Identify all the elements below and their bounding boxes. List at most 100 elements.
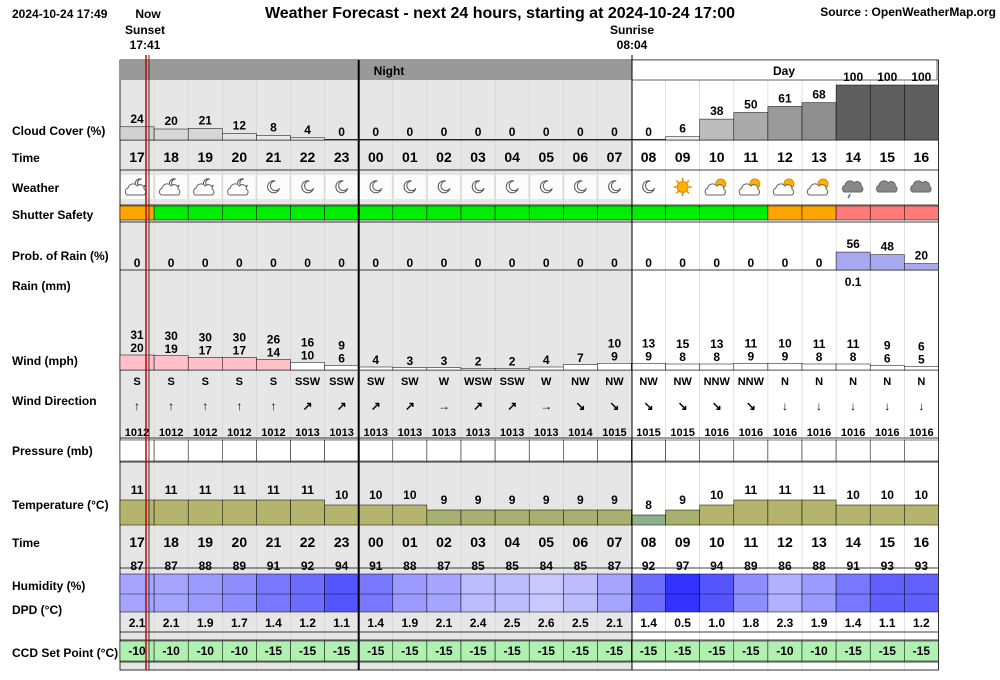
pressure-value: 1012 — [125, 427, 149, 439]
cloud-cover-value: 38 — [710, 104, 724, 118]
wind-direction-text: N — [815, 376, 823, 388]
cloud-cover-bar — [767, 106, 803, 141]
wind-direction-text: S — [236, 376, 243, 388]
ccd-value: -15 — [503, 644, 521, 658]
pressure-cell — [869, 439, 905, 462]
cloud-cover-bar — [222, 133, 257, 141]
humidity-value: 84 — [540, 559, 554, 573]
prob-rain-value: 20 — [915, 249, 929, 263]
wind-speed-value: 3 — [407, 354, 414, 368]
humidity-value: 93 — [881, 559, 895, 573]
wind-direction-arrow: ↑ — [168, 399, 174, 413]
partly-cloudy-day-icon — [803, 175, 836, 199]
wind-direction-arrow: ↘ — [575, 399, 585, 413]
dpd-value: 2.1 — [129, 616, 146, 630]
icon-tile — [427, 175, 460, 199]
prob-rain-bar — [835, 251, 871, 271]
shutter-safety-cell — [835, 205, 871, 221]
time-label: 16 — [914, 534, 930, 550]
wind-direction-arrow: ↗ — [473, 399, 483, 413]
cloud-cover-value: 0 — [407, 125, 414, 139]
label-prob-rain: Prob. of Rain (%) — [12, 249, 109, 263]
humidity-value: 85 — [574, 559, 588, 573]
label-pressure: Pressure (mb) — [12, 444, 93, 458]
moon-shape — [437, 180, 451, 194]
wind-speed-bar — [290, 362, 325, 371]
pressure-cell — [733, 439, 769, 462]
wind-speed-value: 20 — [130, 341, 144, 355]
cloud-cover-bar — [290, 137, 325, 141]
humidity-value: 87 — [608, 559, 622, 573]
wind-direction-text: SSW — [295, 376, 321, 388]
temperature-value: 10 — [403, 488, 417, 502]
prob-rain-value: 0 — [782, 256, 789, 270]
wind-direction-text: S — [133, 376, 140, 388]
pressure-value: 1015 — [636, 427, 660, 439]
shutter-safety-cell — [665, 205, 700, 221]
prob-rain-value: 0 — [611, 256, 618, 270]
time-label: 07 — [607, 149, 623, 165]
wind-direction-text: SSW — [500, 376, 526, 388]
shutter-safety-cell — [528, 205, 564, 221]
time-label: 20 — [232, 534, 248, 550]
prob-rain-value: 0 — [475, 256, 482, 270]
label-dpd: DPD (°C) — [12, 603, 62, 617]
sunset-label: Sunset — [125, 23, 165, 37]
temperature-value: 11 — [779, 483, 792, 497]
wind-gust-value: 11 — [813, 337, 826, 351]
wind-direction-text: NNW — [738, 376, 765, 388]
humidity-cell — [869, 573, 905, 613]
time-label: 05 — [538, 149, 554, 165]
cloud-shape — [876, 180, 898, 193]
time-label: 03 — [470, 149, 486, 165]
humidity-value: 86 — [778, 559, 792, 573]
humidity-value: 91 — [846, 559, 860, 573]
time-label: 03 — [470, 534, 486, 550]
temperature-value: 11 — [165, 483, 178, 497]
ccd-value: -10 — [128, 644, 146, 658]
time-label: 07 — [607, 534, 623, 550]
humidity-cell — [733, 573, 769, 613]
pressure-value: 1016 — [705, 427, 729, 439]
label-shutter-safety: Shutter Safety — [12, 208, 94, 222]
wind-speed-bar — [733, 363, 769, 371]
time-label: 02 — [436, 534, 452, 550]
cloud-cover-bar — [904, 84, 939, 141]
shutter-safety-cell — [392, 205, 428, 221]
wind-speed-bar — [699, 363, 735, 371]
temperature-value: 8 — [645, 498, 652, 512]
humidity-value: 97 — [676, 559, 690, 573]
wind-speed-value: 10 — [301, 349, 315, 363]
wind-speed-bar — [153, 355, 189, 371]
dpd-value: 1.2 — [913, 616, 930, 630]
wind-gust-value: 30 — [199, 330, 213, 344]
pressure-value: 1014 — [568, 427, 593, 439]
pressure-value: 1013 — [295, 427, 319, 439]
temperature-value: 9 — [543, 493, 550, 507]
pressure-value: 1013 — [329, 427, 353, 439]
label-time: Time — [12, 151, 40, 165]
dpd-value: 1.9 — [811, 616, 828, 630]
time-label: 08 — [641, 149, 657, 165]
pressure-cell — [392, 439, 428, 462]
wind-gust-value: 30 — [164, 329, 178, 343]
night-band — [120, 60, 632, 80]
rain-cloud-icon — [837, 175, 870, 199]
prob-rain-value: 0 — [679, 256, 686, 270]
icon-tile — [496, 175, 529, 199]
moon-icon — [427, 175, 460, 199]
wind-direction-arrow: ↘ — [609, 399, 619, 413]
wind-direction-arrow: ↓ — [816, 399, 822, 413]
cloud-cover-value: 0 — [543, 125, 550, 139]
shutter-safety-cell — [494, 205, 530, 221]
dpd-value: 2.4 — [470, 616, 487, 630]
time-label: 10 — [709, 534, 725, 550]
prob-rain-value: 0 — [543, 256, 550, 270]
pressure-cell — [767, 439, 803, 462]
humidity-cell — [392, 573, 428, 613]
wind-speed-value: 8 — [816, 350, 823, 364]
wind-direction-text: NW — [605, 376, 624, 388]
pressure-cell — [222, 439, 257, 462]
wind-speed-value: 9 — [645, 349, 652, 363]
pressure-value: 1013 — [432, 427, 456, 439]
